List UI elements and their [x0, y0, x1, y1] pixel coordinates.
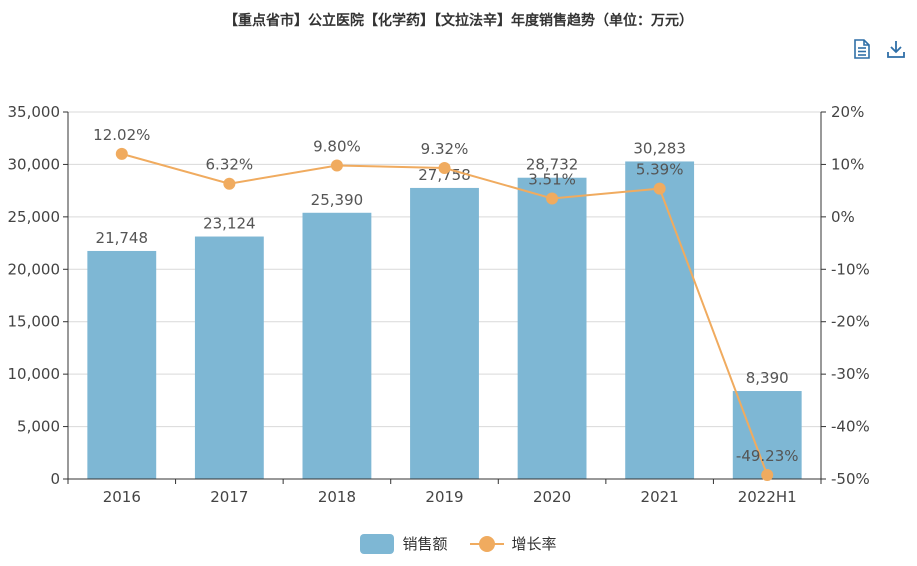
growth-data-label: 3.51% — [528, 170, 576, 188]
y-left-tick-label: 10,000 — [8, 365, 61, 383]
y-left-tick-label: 5,000 — [17, 418, 60, 436]
x-tick-label: 2021 — [641, 488, 679, 506]
x-tick-label: 2018 — [318, 488, 356, 506]
x-tick-label: 2019 — [425, 488, 463, 506]
y-left-tick-label: 20,000 — [8, 260, 61, 278]
y-right-tick-label: 20% — [831, 103, 864, 121]
growth-data-label: 9.80% — [313, 137, 361, 155]
legend: 销售额 增长率 — [0, 533, 917, 554]
growth-point — [653, 182, 666, 195]
data-view-button[interactable] — [851, 38, 873, 60]
y-left-tick-label: 0 — [50, 470, 60, 488]
y-right-tick-label: -40% — [831, 418, 870, 436]
bar-data-label: 25,390 — [311, 191, 364, 209]
y-left-tick-label: 30,000 — [8, 155, 61, 173]
legend-item-growth[interactable]: 增长率 — [469, 533, 557, 554]
y-right-tick-label: -20% — [831, 313, 870, 331]
legend-bar-swatch — [360, 533, 395, 554]
y-left-tick-label: 15,000 — [8, 313, 61, 331]
y-right-tick-label: -10% — [831, 260, 870, 278]
growth-point — [330, 159, 343, 172]
bar — [194, 236, 264, 479]
legend-label-sales: 销售额 — [402, 535, 448, 553]
bar — [87, 250, 157, 479]
growth-data-label: 6.32% — [206, 156, 254, 174]
bar — [517, 177, 587, 479]
bar — [625, 161, 695, 479]
y-left-tick-label: 25,000 — [8, 208, 61, 226]
bar — [732, 391, 802, 479]
growth-data-label: 5.39% — [636, 161, 684, 179]
bar-data-label: 27,758 — [418, 166, 471, 184]
legend-item-sales[interactable]: 销售额 — [360, 533, 448, 554]
growth-point — [115, 147, 128, 160]
chart-toolbar — [851, 38, 907, 60]
download-icon — [887, 41, 905, 58]
chart-title: 【重点省市】公立医院【化学药】【文拉法辛】年度销售趋势（单位：万元） — [224, 13, 693, 29]
y-right-tick-label: 10% — [831, 155, 864, 173]
bar-data-label: 23,124 — [203, 215, 256, 233]
bar — [302, 212, 372, 480]
growth-data-label: 12.02% — [93, 126, 150, 144]
growth-point — [546, 192, 559, 205]
y-right-tick-label: -30% — [831, 365, 870, 383]
growth-point — [223, 177, 236, 190]
growth-point — [761, 468, 774, 481]
growth-data-label: -49.23% — [736, 447, 799, 465]
y-left-tick-label: 35,000 — [8, 103, 61, 121]
bar-data-label: 8,390 — [746, 369, 789, 387]
chart-area: 0 5,000 10,000 15,000 20,000 25,000 30,000 35,0… — [8, 103, 870, 506]
bar — [410, 187, 479, 479]
document-icon — [854, 39, 870, 59]
x-tick-label: 2020 — [533, 488, 571, 506]
bar-data-label: 30,283 — [633, 139, 686, 157]
growth-point — [438, 161, 451, 174]
y-right-tick-label: -50% — [831, 470, 870, 488]
growth-data-label: 9.32% — [421, 140, 469, 158]
download-button[interactable] — [885, 38, 907, 60]
bar-data-label: 28,732 — [526, 156, 579, 174]
legend-line-swatch — [469, 534, 504, 554]
bar-data-label: 21,748 — [96, 229, 149, 247]
x-tick-label: 2022H1 — [738, 488, 797, 506]
y-right-tick-label: 0% — [831, 208, 855, 226]
x-tick-label: 2017 — [210, 488, 248, 506]
legend-label-growth: 增长率 — [511, 535, 557, 553]
x-tick-label: 2016 — [103, 488, 141, 506]
